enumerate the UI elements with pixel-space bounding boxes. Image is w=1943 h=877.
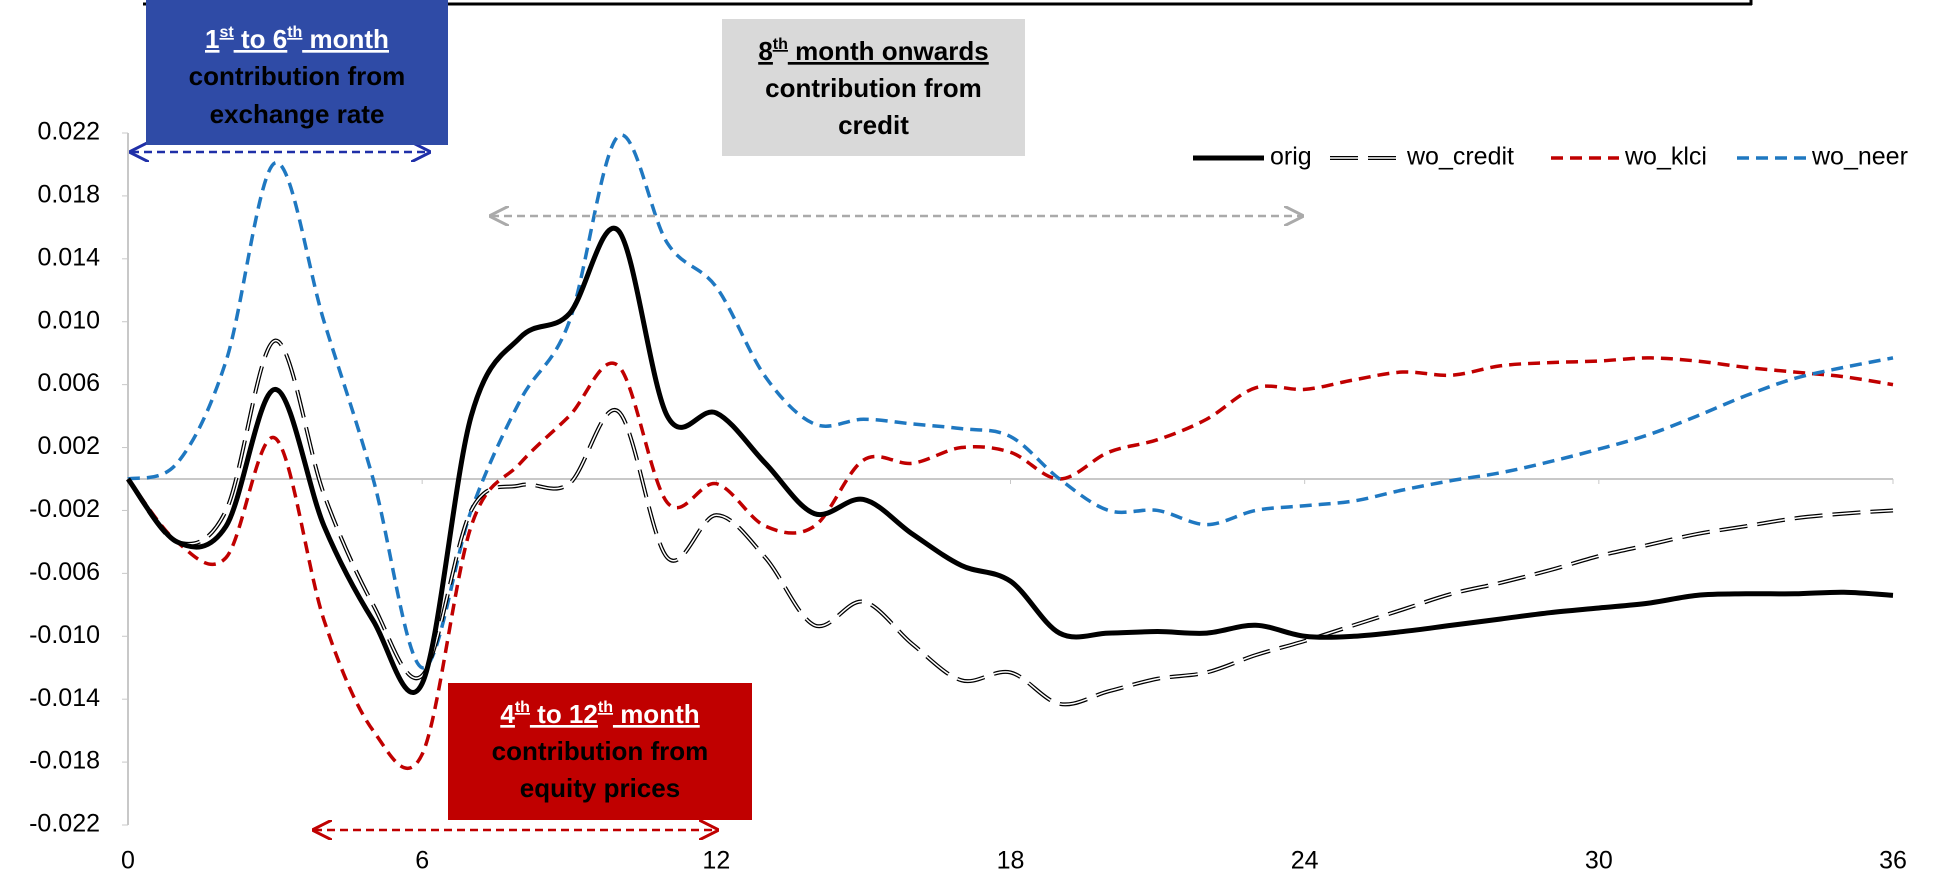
y-tick-label: 0.010 <box>37 306 100 334</box>
annotation-heading-part: 1 <box>205 24 219 54</box>
y-tick-label: 0.018 <box>37 181 100 209</box>
annotation-heading-part: to 6 <box>234 24 287 54</box>
annotation: 1st to 6th month contribution from exchang… <box>131 0 448 152</box>
annotation-heading-part: th <box>598 699 613 716</box>
legend-label: wo_neer <box>1811 143 1908 171</box>
x-tick-label: 36 <box>1879 847 1907 875</box>
legend-label: wo_credit <box>1406 143 1514 171</box>
annotation-text: contribution from <box>492 736 709 766</box>
y-tick-label: -0.014 <box>29 684 100 712</box>
x-tick-label: 12 <box>702 847 730 875</box>
annotation-heading-part: th <box>773 36 788 53</box>
annotation-text: exchange rate <box>210 99 385 129</box>
series-line <box>126 356 1894 771</box>
annotation-heading-part: 8 <box>758 36 772 66</box>
annotation-text: contribution from <box>765 73 982 103</box>
series-line <box>126 338 1894 707</box>
annotation-heading: 4th to 12th month <box>500 699 699 729</box>
x-tick-label: 0 <box>121 847 135 875</box>
annotation-text: equity prices <box>520 773 680 803</box>
annotation-box <box>146 0 448 145</box>
y-tick-label: -0.022 <box>29 810 100 838</box>
y-tick-label: -0.010 <box>29 621 100 649</box>
x-tick-label: 24 <box>1291 847 1319 875</box>
annotation-text: contribution from <box>189 61 406 91</box>
annotation-heading-part: month <box>302 24 389 54</box>
annotation-box <box>722 19 1025 156</box>
annotation-heading: 1st to 6th month <box>205 24 389 54</box>
legend-label: wo_klci <box>1624 143 1707 171</box>
y-tick-label: 0.006 <box>37 369 100 397</box>
x-tick-label: 6 <box>415 847 429 875</box>
y-tick-label: -0.018 <box>29 747 100 775</box>
annotation-text: credit <box>838 110 909 140</box>
y-tick-label: 0.002 <box>37 432 100 460</box>
annotation-heading: 8th month onwards <box>758 36 988 66</box>
y-tick-label: 0.014 <box>37 243 100 271</box>
annotation: 8th month onwards contribution from credit <box>491 19 1302 216</box>
annotation-heading-part: th <box>515 699 530 716</box>
annotation-box <box>448 683 752 820</box>
annotation-heading-part: month <box>613 699 700 729</box>
annotation-heading-part: st <box>220 24 235 41</box>
series-line <box>125 225 1894 695</box>
legend-label: orig <box>1270 143 1312 171</box>
y-tick-label: -0.006 <box>29 558 100 586</box>
series-line <box>127 133 1894 670</box>
annotation-heading-part: month onwards <box>788 36 989 66</box>
y-tick-label: -0.002 <box>29 495 100 523</box>
annotation-heading-part: th <box>287 24 302 41</box>
annotation-heading-part: to 12 <box>530 699 598 729</box>
y-tick-label: 0.022 <box>37 118 100 146</box>
x-tick-label: 30 <box>1585 847 1613 875</box>
x-tick-label: 18 <box>997 847 1025 875</box>
annotation-heading-part: 4 <box>500 699 515 729</box>
series-line-inner <box>127 339 1894 706</box>
